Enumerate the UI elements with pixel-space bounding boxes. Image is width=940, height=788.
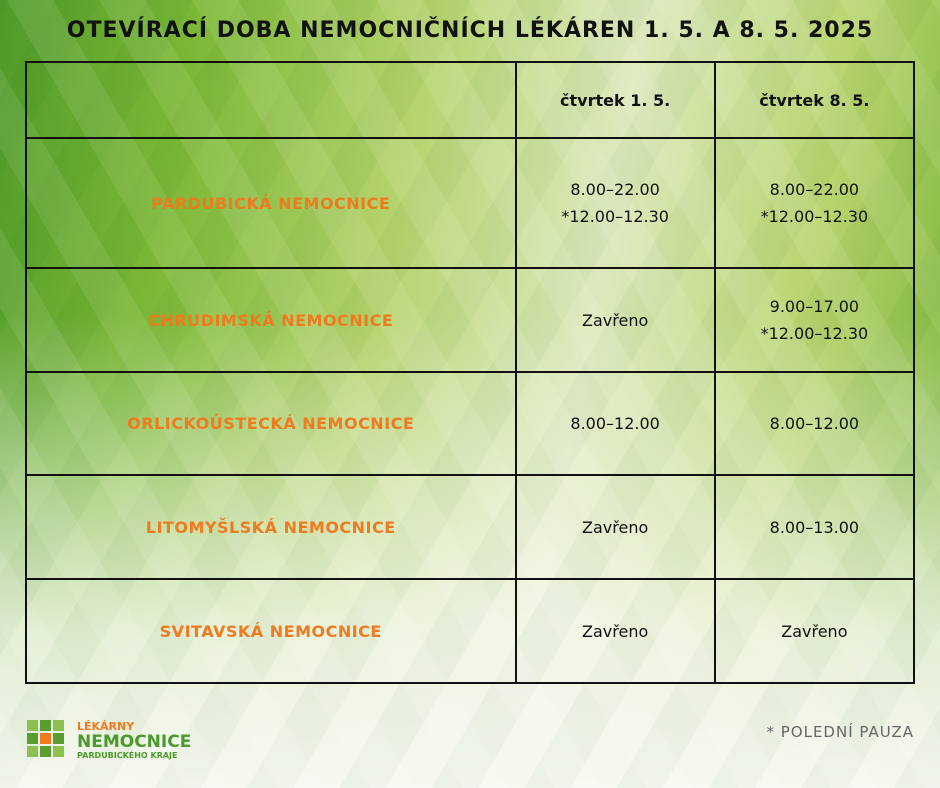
- logo-square: [40, 746, 51, 757]
- hours-line: Zavřeno: [781, 621, 848, 641]
- table-row: LITOMYŠLSKÁ NEMOCNICE Zavřeno 8.00–13.00: [25, 474, 916, 580]
- footnote: * POLEDNÍ PAUZA: [766, 723, 914, 741]
- hours-day1: 8.00–12.00: [514, 371, 716, 476]
- hospital-name: PARDUBICKÁ NEMOCNICE: [25, 137, 517, 269]
- header-day1: čtvrtek 1. 5.: [514, 61, 716, 139]
- logo-line3: PARDUBICKÉHO KRAJE: [77, 751, 178, 760]
- hours-line: *12.00–12.30: [760, 207, 869, 226]
- logo-square: [53, 733, 64, 744]
- logo-square: [40, 720, 51, 731]
- hours-line: Zavřeno: [582, 310, 649, 330]
- logo-square: [53, 720, 64, 731]
- hours-line: 8.00–12.00: [769, 414, 860, 433]
- hours-line: 8.00–22.00: [570, 180, 660, 199]
- logo-square: [40, 733, 51, 744]
- hospital-name: CHRUDIMSKÁ NEMOCNICE: [25, 267, 517, 373]
- hours-day2: Zavřeno: [713, 578, 916, 684]
- hours-day1: Zavřeno: [514, 578, 716, 684]
- table-row: PARDUBICKÁ NEMOCNICE 8.00–22.00 *12.00–12.…: [25, 137, 916, 269]
- hours-line: 8.00–13.00: [769, 517, 860, 537]
- hours-line: Zavřeno: [582, 621, 649, 641]
- logo-square: [27, 733, 38, 744]
- logo-line2: NEMOCNICE: [77, 732, 192, 752]
- hours-line: 9.00–17.00: [769, 297, 860, 316]
- hospital-name: ORLICKOÚSTECKÁ NEMOCNICE: [25, 371, 517, 476]
- hours-day1: Zavřeno: [514, 267, 716, 373]
- header-row: čtvrtek 1. 5. čtvrtek 8. 5.: [25, 61, 916, 139]
- hours-day1: Zavřeno: [514, 474, 716, 580]
- hospital-name: LITOMYŠLSKÁ NEMOCNICE: [25, 474, 517, 580]
- hospital-name: SVITAVSKÁ NEMOCNICE: [25, 578, 517, 684]
- hours-day2: 8.00–12.00: [713, 371, 916, 476]
- hours-day2: 9.00–17.00 *12.00–12.30: [713, 267, 916, 373]
- logo-square: [27, 746, 38, 757]
- table-row: CHRUDIMSKÁ NEMOCNICE Zavřeno 9.00–17.00 *12…: [25, 267, 916, 373]
- hours-line: 8.00–12.00: [570, 414, 660, 433]
- hours-line: *12.00–12.30: [760, 324, 869, 343]
- table-row: ORLICKOÚSTECKÁ NEMOCNICE 8.00–12.00 8.00–1…: [25, 371, 916, 476]
- hours-day2: 8.00–13.00: [713, 474, 916, 580]
- hours-line: *12.00–12.30: [561, 207, 669, 226]
- opening-hours-table: čtvrtek 1. 5. čtvrtek 8. 5. PARDUBICKÁ N…: [25, 61, 916, 684]
- header-day2: čtvrtek 8. 5.: [713, 61, 916, 139]
- logo-line1: LÉKÁRNY: [77, 720, 135, 733]
- page-title: OTEVÍRACÍ DOBA NEMOCNIČNÍCH LÉKÁREN 1. 5…: [66, 18, 874, 43]
- logo-square: [53, 746, 64, 757]
- header-empty: [25, 61, 517, 139]
- hours-day2: 8.00–22.00 *12.00–12.30: [713, 137, 916, 269]
- table-row: SVITAVSKÁ NEMOCNICE Zavřeno Zavřeno: [25, 578, 916, 684]
- logo-square: [27, 720, 38, 731]
- hours-line: Zavřeno: [582, 517, 649, 537]
- hours-day1: 8.00–22.00 *12.00–12.30: [514, 137, 716, 269]
- hours-line: 8.00–22.00: [769, 180, 860, 199]
